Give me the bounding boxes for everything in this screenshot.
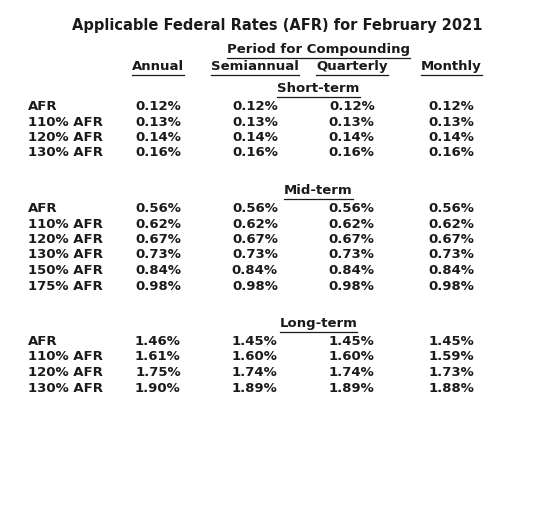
Text: Quarterly: Quarterly [316,60,388,73]
Text: 1.88%: 1.88% [429,382,474,395]
Text: 0.73%: 0.73% [135,249,181,261]
Text: Semiannual: Semiannual [211,60,299,73]
Text: 0.56%: 0.56% [135,202,181,215]
Text: AFR: AFR [28,202,57,215]
Text: 0.84%: 0.84% [329,264,375,277]
Text: 175% AFR: 175% AFR [28,279,102,292]
Text: 1.46%: 1.46% [135,335,181,348]
Text: 1.45%: 1.45% [429,335,474,348]
Text: 0.84%: 0.84% [232,264,278,277]
Text: 0.84%: 0.84% [135,264,181,277]
Text: 1.89%: 1.89% [232,382,278,395]
Text: 0.67%: 0.67% [232,233,278,246]
Text: 0.56%: 0.56% [232,202,278,215]
Text: 110% AFR: 110% AFR [28,350,102,364]
Text: 0.56%: 0.56% [429,202,474,215]
Text: 0.12%: 0.12% [232,100,278,113]
Text: 120% AFR: 120% AFR [28,131,102,144]
Text: 0.16%: 0.16% [135,147,181,160]
Text: 0.73%: 0.73% [232,249,278,261]
Text: 0.67%: 0.67% [329,233,375,246]
Text: 150% AFR: 150% AFR [28,264,102,277]
Text: 1.61%: 1.61% [135,350,181,364]
Text: 1.74%: 1.74% [232,366,278,379]
Text: 0.14%: 0.14% [429,131,474,144]
Text: Mid-term: Mid-term [284,184,353,197]
Text: 0.98%: 0.98% [232,279,278,292]
Text: 0.98%: 0.98% [135,279,181,292]
Text: 1.45%: 1.45% [232,335,278,348]
Text: 1.73%: 1.73% [429,366,474,379]
Text: 1.60%: 1.60% [232,350,278,364]
Text: 0.14%: 0.14% [135,131,181,144]
Text: 0.13%: 0.13% [135,115,181,129]
Text: 0.67%: 0.67% [135,233,181,246]
Text: 1.90%: 1.90% [135,382,181,395]
Text: 1.74%: 1.74% [329,366,375,379]
Text: 0.12%: 0.12% [329,100,375,113]
Text: AFR: AFR [28,335,57,348]
Text: 0.13%: 0.13% [329,115,375,129]
Text: 0.16%: 0.16% [429,147,474,160]
Text: 0.16%: 0.16% [329,147,375,160]
Text: 0.62%: 0.62% [135,218,181,230]
Text: 0.67%: 0.67% [429,233,474,246]
Text: 1.75%: 1.75% [135,366,181,379]
Text: 0.98%: 0.98% [429,279,474,292]
Text: 110% AFR: 110% AFR [28,115,102,129]
Text: 1.59%: 1.59% [429,350,474,364]
Text: 0.14%: 0.14% [329,131,375,144]
Text: AFR: AFR [28,100,57,113]
Text: Long-term: Long-term [280,317,357,330]
Text: 130% AFR: 130% AFR [28,249,102,261]
Text: 0.62%: 0.62% [232,218,278,230]
Text: 0.14%: 0.14% [232,131,278,144]
Text: 0.12%: 0.12% [429,100,474,113]
Text: 0.16%: 0.16% [232,147,278,160]
Text: 130% AFR: 130% AFR [28,147,102,160]
Text: 0.12%: 0.12% [135,100,181,113]
Text: 0.62%: 0.62% [429,218,474,230]
Text: Monthly: Monthly [421,60,482,73]
Text: 0.73%: 0.73% [429,249,474,261]
Text: 120% AFR: 120% AFR [28,233,102,246]
Text: 130% AFR: 130% AFR [28,382,102,395]
Text: 0.62%: 0.62% [329,218,375,230]
Text: Short-term: Short-term [278,82,360,95]
Text: 0.13%: 0.13% [429,115,474,129]
Text: 0.56%: 0.56% [329,202,375,215]
Text: 0.98%: 0.98% [329,279,375,292]
Text: 0.13%: 0.13% [232,115,278,129]
Text: 1.60%: 1.60% [329,350,375,364]
Text: 0.84%: 0.84% [428,264,475,277]
Text: Period for Compounding: Period for Compounding [227,43,410,56]
Text: Annual: Annual [132,60,184,73]
Text: 120% AFR: 120% AFR [28,366,102,379]
Text: 1.89%: 1.89% [329,382,375,395]
Text: 110% AFR: 110% AFR [28,218,102,230]
Text: 1.45%: 1.45% [329,335,375,348]
Text: 0.73%: 0.73% [329,249,375,261]
Text: Applicable Federal Rates (AFR) for February 2021: Applicable Federal Rates (AFR) for Febru… [72,18,482,33]
